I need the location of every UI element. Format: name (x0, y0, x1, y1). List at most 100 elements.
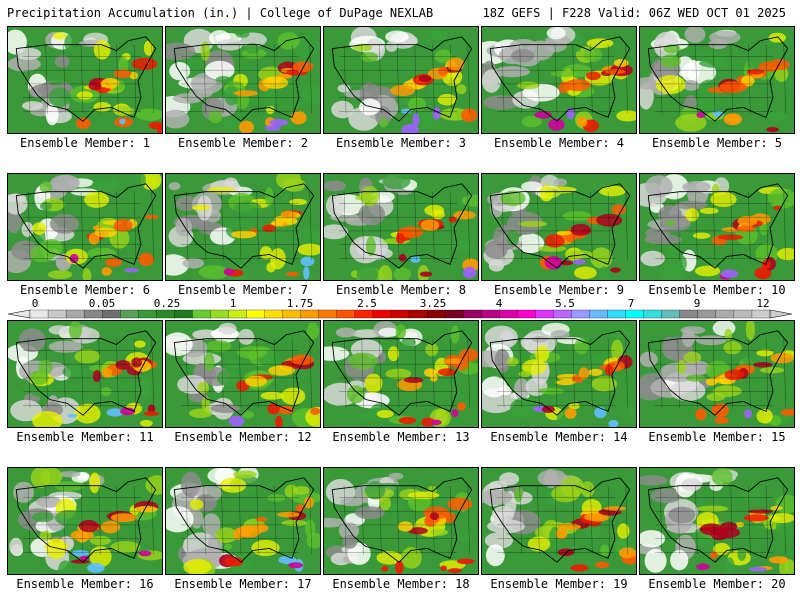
precip-area (87, 247, 116, 259)
precip-area (713, 542, 731, 556)
precip-area (711, 468, 733, 487)
state-boundary (256, 191, 259, 261)
state-boundary (432, 485, 435, 555)
dry-area (166, 332, 193, 357)
heavy-precip-area (410, 255, 421, 263)
legend-color-swatch (571, 309, 590, 319)
state-boundary (677, 44, 680, 114)
dry-area (482, 69, 501, 93)
precip-area (366, 236, 376, 256)
dry-area (385, 40, 398, 52)
precip-area (603, 329, 632, 338)
dry-area (358, 203, 386, 226)
state-boundary (221, 338, 224, 408)
state-boundary (467, 44, 470, 114)
heavy-precip-area (277, 405, 295, 415)
heavy-precip-area (264, 124, 281, 131)
precip-area (510, 397, 539, 418)
precip-area (449, 241, 475, 251)
ensemble-member-label: Ensemble Member: 10 (648, 283, 786, 297)
heavy-precip-area (303, 266, 310, 280)
precip-area (348, 352, 378, 370)
country-outline (331, 477, 473, 563)
heavy-precip-area (453, 210, 476, 220)
heavy-precip-area (423, 368, 437, 377)
state-boundary (449, 191, 453, 261)
heavy-precip-area (279, 73, 291, 78)
ensemble-member-label: Ensemble Member: 20 (648, 577, 786, 591)
legend-tick-label: 9 (694, 297, 701, 310)
legend-colorbar: 0 0.05 0.25 1 1.75 2.5 3.25 4 5.5 7 9 12 (7, 297, 793, 319)
legend-tick-label: 1.75 (287, 297, 314, 310)
dry-area (238, 328, 255, 345)
legend-color-swatch (228, 309, 248, 319)
state-boundary (572, 485, 575, 555)
precip-area (430, 528, 448, 536)
heavy-precip-area (245, 375, 267, 387)
precip-area (740, 485, 760, 501)
legend-color-swatch (553, 309, 572, 319)
dry-area (21, 221, 34, 237)
precip-area (756, 408, 773, 424)
heavy-precip-area (544, 256, 563, 270)
state-boundary (607, 485, 611, 555)
precip-area (259, 246, 273, 260)
heavy-precip-area (88, 232, 100, 245)
precip-area (675, 113, 707, 132)
heavy-precip-area (119, 118, 126, 125)
legend-color-swatch (282, 309, 302, 319)
heavy-precip-area (448, 216, 457, 223)
heavy-precip-area (695, 408, 707, 421)
dry-area (640, 475, 668, 486)
precip-area (346, 385, 366, 404)
state-boundary (238, 44, 242, 114)
state-boundary (414, 485, 417, 555)
state-boundary (449, 44, 453, 114)
precip-area (204, 352, 215, 372)
ensemble-member-label: Ensemble Member: 3 (335, 136, 467, 150)
precip-area (756, 349, 774, 357)
ensemble-member-panel-10 (639, 173, 795, 281)
dry-area (670, 380, 706, 402)
precip-area (737, 547, 747, 561)
dry-area (331, 100, 354, 119)
precip-area (506, 229, 520, 246)
dry-area (709, 30, 741, 45)
heavy-precip-area (577, 116, 588, 128)
state-boundary (501, 338, 505, 408)
precip-area (393, 267, 411, 280)
state-boundary (783, 338, 786, 408)
legend-color-swatch (192, 309, 211, 319)
dry-area (8, 193, 28, 215)
state-boundary (607, 338, 611, 408)
precip-area (91, 178, 119, 192)
state-boundary (677, 485, 680, 555)
state-boundary (467, 191, 470, 261)
heavy-precip-area (262, 224, 276, 233)
heavy-precip-area (75, 117, 91, 130)
country-outline (173, 183, 315, 269)
precip-area (430, 29, 447, 41)
dry-area (494, 66, 531, 78)
heavy-precip-area (78, 519, 99, 533)
precip-area (538, 245, 567, 252)
ensemble-member-panel-17 (165, 467, 321, 575)
legend-color-swatch (336, 309, 356, 319)
heavy-precip-area (696, 111, 706, 118)
run-info: 18Z GEFS | F228 Valid: 06Z WED OCT 01 20… (482, 6, 786, 20)
dry-area (335, 327, 356, 338)
legend-color-swatch (246, 309, 266, 319)
heavy-precip-area (412, 112, 420, 127)
heavy-precip-area (292, 61, 314, 73)
dry-area (681, 478, 702, 492)
precip-area (192, 204, 211, 211)
state-boundary (396, 44, 400, 114)
precip-area (215, 527, 238, 544)
precip-area (47, 270, 73, 280)
heavy-precip-area (438, 66, 448, 77)
heavy-precip-area (770, 505, 783, 511)
heavy-precip-area (131, 357, 142, 368)
ensemble-member-label: Ensemble Member: 13 (332, 430, 470, 444)
heavy-precip-area (595, 561, 610, 569)
state-boundary (309, 338, 312, 408)
